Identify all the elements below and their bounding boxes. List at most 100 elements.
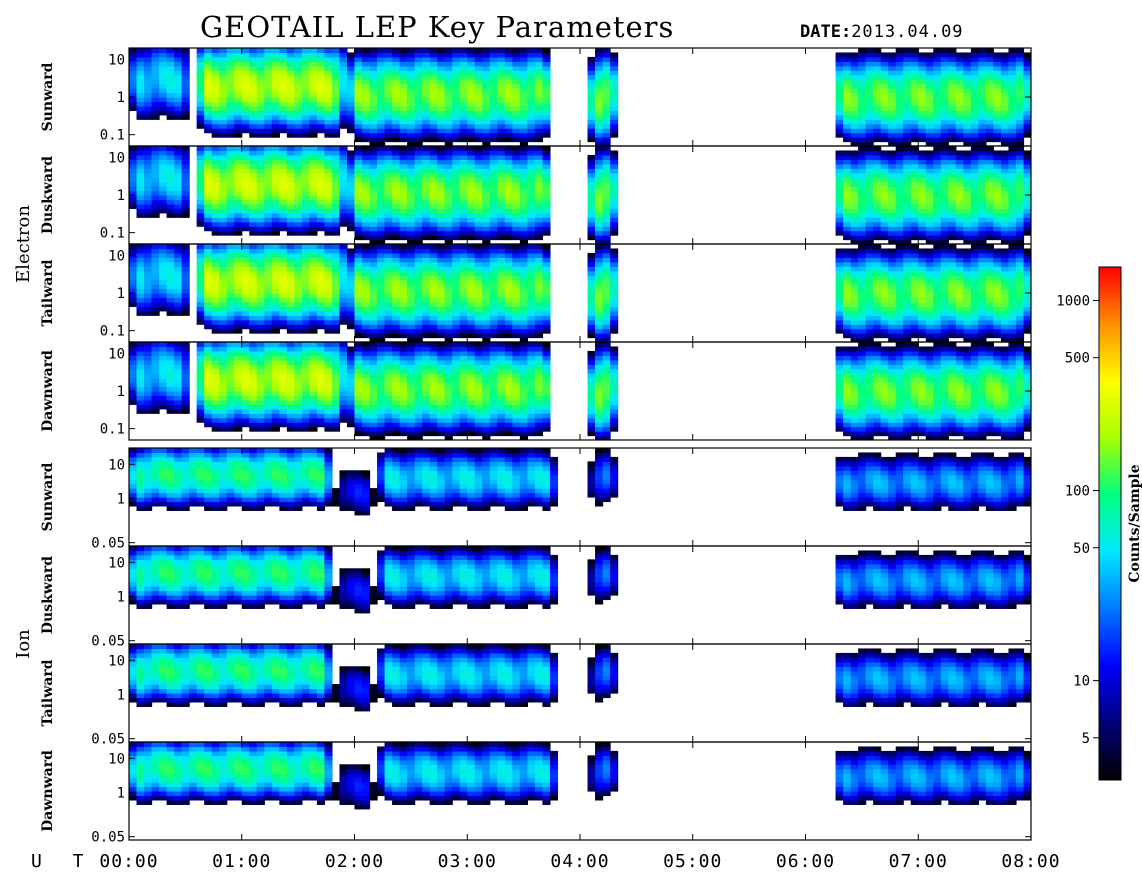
heatmap-cell — [955, 284, 964, 290]
heatmap-cell — [587, 74, 596, 80]
heatmap-cell — [534, 284, 544, 290]
heatmap-cell — [279, 181, 288, 187]
heatmap-cell — [151, 163, 160, 169]
heatmap-cell — [519, 248, 528, 254]
heatmap-cell — [595, 199, 604, 205]
heatmap-cell — [452, 279, 461, 285]
heatmap-cell — [880, 293, 889, 299]
heatmap-cell — [970, 52, 979, 58]
heatmap-cell — [858, 190, 867, 196]
heatmap-cell — [519, 203, 528, 209]
heatmap-cell — [512, 52, 521, 58]
heatmap-cell — [978, 186, 987, 192]
heatmap-cell — [985, 190, 995, 196]
heatmap-cell — [286, 212, 295, 218]
heatmap-cell — [1000, 181, 1010, 187]
heatmap-cell — [873, 244, 882, 250]
heatmap-cell — [527, 74, 536, 80]
heatmap-cell — [444, 301, 453, 307]
heatmap-cell — [467, 123, 476, 129]
heatmap-cell — [459, 123, 468, 129]
heatmap-cell — [542, 61, 551, 67]
heatmap-cell — [339, 217, 348, 223]
heatmap-cell — [301, 186, 310, 192]
heatmap-cell — [241, 306, 250, 312]
heatmap-cell — [970, 101, 979, 107]
heatmap-cell — [196, 114, 205, 120]
heatmap-cell — [474, 266, 483, 272]
heatmap-cell — [595, 61, 604, 67]
heatmap-cell — [602, 128, 611, 134]
heatmap-cell — [910, 105, 919, 111]
heatmap-cell — [219, 105, 228, 111]
heatmap-cell — [301, 297, 310, 303]
heatmap-cell — [1008, 239, 1017, 244]
heatmap-cell — [519, 154, 528, 160]
heatmap-cell — [234, 221, 243, 227]
heatmap-cell — [234, 279, 243, 285]
heatmap-cell — [985, 48, 995, 54]
heatmap-cell — [858, 261, 867, 267]
heatmap-cell — [602, 212, 611, 218]
heatmap-cell — [241, 101, 250, 107]
heatmap-cell — [429, 146, 438, 152]
heatmap-cell — [542, 114, 551, 120]
heatmap-cell — [963, 212, 972, 218]
heatmap-cell — [249, 181, 258, 187]
heatmap-cell — [843, 105, 852, 111]
heatmap-cell — [933, 65, 942, 71]
heatmap-cell — [429, 212, 438, 218]
heatmap-cell — [166, 150, 175, 156]
heatmap-cell — [384, 270, 393, 276]
heatmap-cell — [519, 301, 528, 307]
heatmap-cell — [504, 83, 513, 89]
heatmap-cell — [309, 208, 318, 214]
heatmap-cell — [196, 288, 205, 294]
heatmap-cell — [1000, 168, 1010, 174]
heatmap-cell — [286, 244, 295, 250]
heatmap-cell — [369, 212, 378, 218]
heatmap-cell — [399, 199, 408, 205]
heatmap-cell — [489, 119, 498, 125]
heatmap-cell — [940, 163, 949, 169]
heatmap-cell — [204, 56, 213, 62]
heatmap-cell — [174, 83, 183, 89]
heatmap-cell — [294, 177, 303, 183]
heatmap-cell — [301, 208, 310, 214]
heatmap-cell — [286, 293, 295, 299]
heatmap-cell — [362, 83, 371, 89]
heatmap-cell — [316, 306, 326, 312]
heatmap-cell — [903, 154, 912, 160]
heatmap-cell — [948, 190, 957, 196]
heatmap-cell — [903, 293, 912, 299]
heatmap-cell — [414, 110, 423, 116]
heatmap-cell — [955, 97, 964, 103]
heatmap-cell — [384, 284, 393, 290]
heatmap-cell — [452, 101, 461, 107]
heatmap-cell — [963, 79, 972, 85]
heatmap-cell — [256, 154, 265, 160]
heatmap-cell — [489, 74, 498, 80]
heatmap-cell — [174, 74, 183, 80]
heatmap-cell — [219, 119, 228, 125]
heatmap-cell — [512, 261, 521, 267]
heatmap-cell — [264, 199, 273, 205]
heatmap-cell — [895, 270, 904, 276]
heatmap-cell — [286, 284, 295, 290]
heatmap-cell — [1008, 97, 1017, 103]
heatmap-cell — [249, 70, 258, 76]
heatmap-cell — [151, 301, 160, 307]
heatmap-cell — [940, 172, 949, 178]
heatmap-cell — [610, 83, 619, 89]
heatmap-cell — [392, 114, 401, 120]
heatmap-cell — [610, 248, 619, 254]
heatmap-cell — [279, 48, 288, 54]
heatmap-cell — [512, 217, 521, 223]
heatmap-cell — [459, 110, 468, 116]
heatmap-cell — [249, 186, 258, 192]
heatmap-cell — [497, 203, 506, 209]
heatmap-cell — [399, 208, 408, 214]
heatmap-cell — [534, 301, 544, 307]
heatmap-cell — [993, 195, 1002, 201]
heatmap-cell — [489, 195, 498, 201]
